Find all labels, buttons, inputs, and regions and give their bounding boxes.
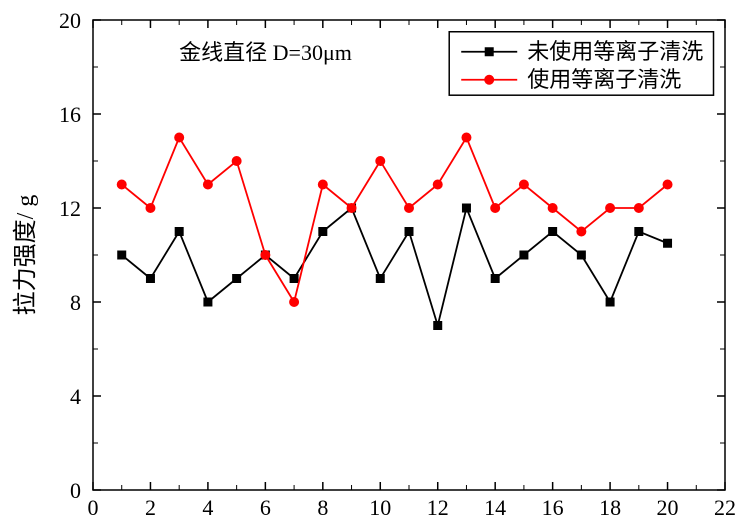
x-tick-label: 0 xyxy=(88,495,99,520)
diameter-annotation: 金线直径 D=30μm xyxy=(179,40,352,65)
series-marker xyxy=(146,274,155,283)
series-marker xyxy=(175,227,184,236)
series-marker xyxy=(433,321,442,330)
series-marker xyxy=(433,180,443,190)
x-tick-label: 8 xyxy=(317,495,328,520)
x-tick-label: 4 xyxy=(202,495,213,520)
series-marker xyxy=(461,133,471,143)
y-tick-label: 20 xyxy=(59,8,81,33)
series-marker xyxy=(347,203,357,213)
series-marker xyxy=(232,274,241,283)
y-tick-label: 4 xyxy=(70,384,81,409)
x-tick-label: 12 xyxy=(427,495,449,520)
series-marker xyxy=(375,156,385,166)
series-marker xyxy=(260,250,270,260)
series-marker xyxy=(405,227,414,236)
y-tick-label: 12 xyxy=(59,196,81,221)
series-marker xyxy=(606,298,615,307)
series-marker xyxy=(117,180,127,190)
legend-marker-square xyxy=(485,47,494,56)
series-marker xyxy=(376,274,385,283)
series-marker xyxy=(462,204,471,213)
series-marker xyxy=(203,180,213,190)
series-marker xyxy=(548,227,557,236)
series-marker xyxy=(634,203,644,213)
series-marker xyxy=(548,203,558,213)
x-tick-label: 22 xyxy=(714,495,736,520)
series-marker xyxy=(605,203,615,213)
series-marker xyxy=(174,133,184,143)
x-tick-label: 20 xyxy=(657,495,679,520)
series-line-0 xyxy=(122,208,668,326)
series-marker xyxy=(490,203,500,213)
pull-strength-chart: 0 2 4 6 8 10 12 14 16 18 20 22 0 4 8 12 16 20 拉力强度/ g 金线直径 … xyxy=(0,0,749,530)
series-marker xyxy=(145,203,155,213)
legend-marker-circle xyxy=(484,75,494,85)
y-tick-label: 8 xyxy=(70,290,81,315)
series-line-1 xyxy=(122,138,668,303)
series-marker xyxy=(663,239,672,248)
x-tick-label: 10 xyxy=(369,495,391,520)
series-marker xyxy=(318,227,327,236)
x-tick-label: 18 xyxy=(599,495,621,520)
series-marker xyxy=(203,298,212,307)
x-tick-label: 16 xyxy=(542,495,564,520)
series-marker xyxy=(519,180,529,190)
series-marker xyxy=(232,156,242,166)
series-marker xyxy=(634,227,643,236)
series-marker xyxy=(519,251,528,260)
series-marker xyxy=(289,297,299,307)
series-marker xyxy=(576,227,586,237)
y-tick-label: 0 xyxy=(70,478,81,503)
series-marker xyxy=(404,203,414,213)
series-marker xyxy=(117,251,126,260)
x-tick-label: 6 xyxy=(260,495,271,520)
series-marker xyxy=(663,180,673,190)
legend-label: 使用等离子清洗 xyxy=(527,67,681,92)
x-tick-label: 14 xyxy=(484,495,506,520)
legend-label: 未使用等离子清洗 xyxy=(527,39,703,64)
x-tick-label: 2 xyxy=(145,495,156,520)
series-marker xyxy=(290,274,299,283)
y-tick-label: 16 xyxy=(59,102,81,127)
series-marker xyxy=(491,274,500,283)
series-marker xyxy=(577,251,586,260)
series-marker xyxy=(318,180,328,190)
y-axis-label: 拉力强度/ g xyxy=(12,195,39,316)
